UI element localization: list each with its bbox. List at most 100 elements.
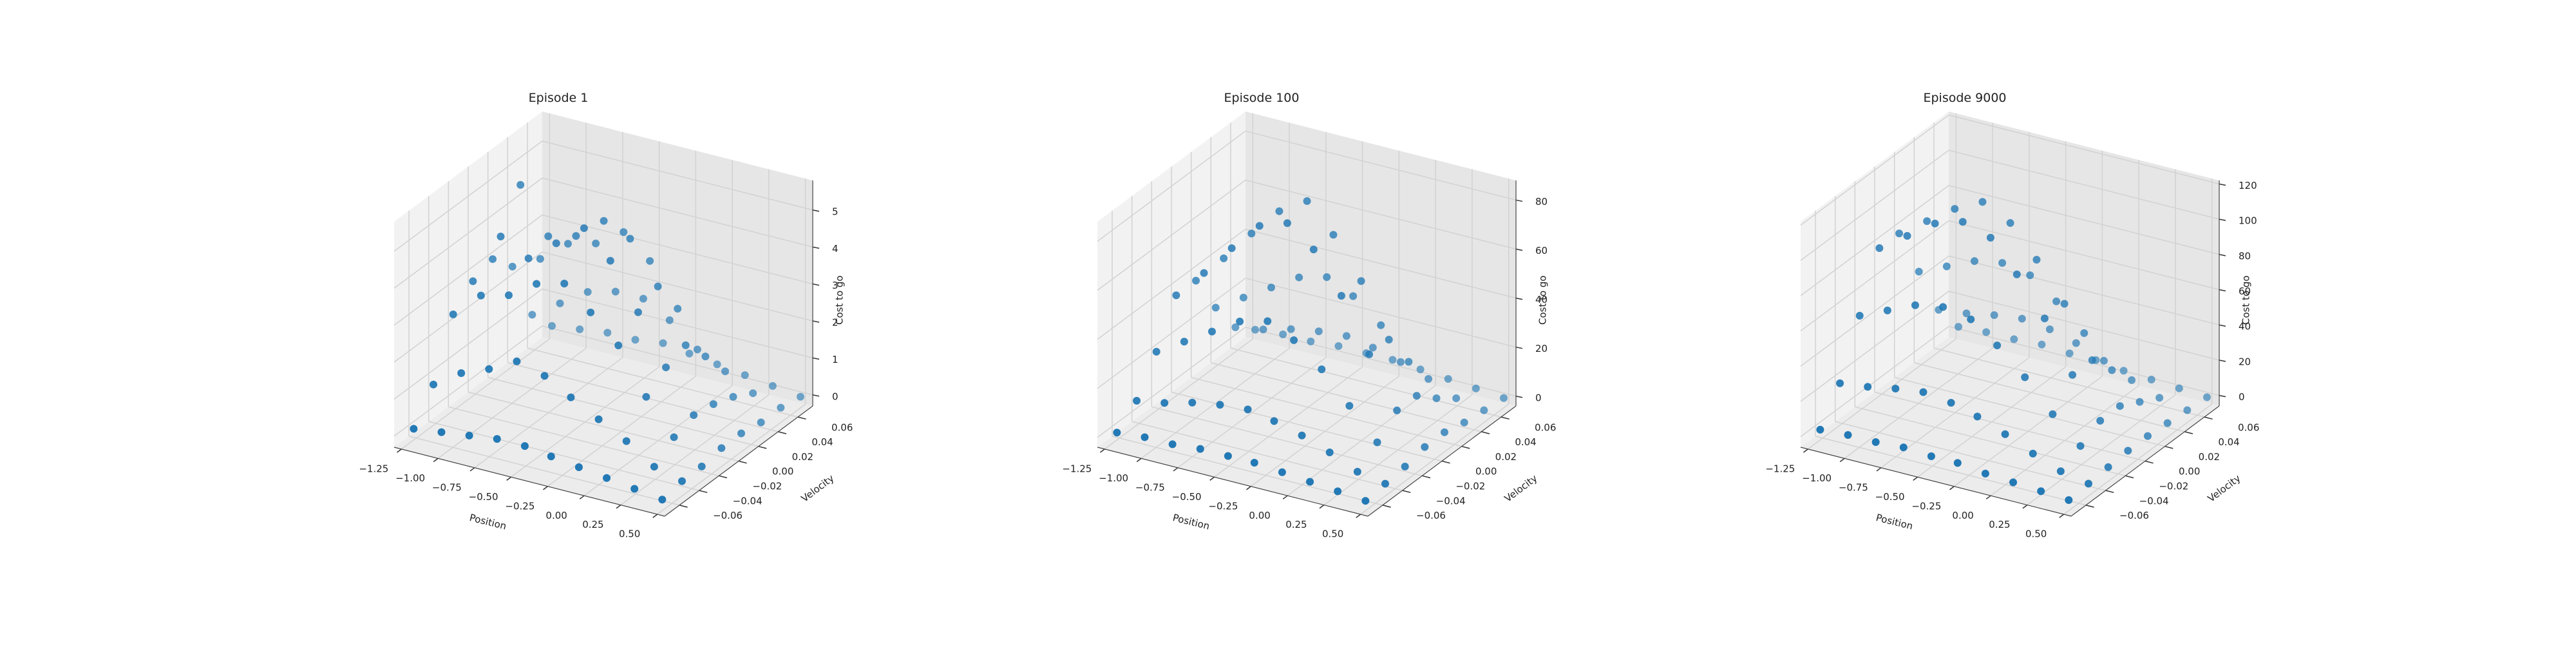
data-point <box>1287 325 1295 333</box>
back-pane <box>1949 111 2219 406</box>
y-tick-label: 0.02 <box>2199 451 2220 463</box>
data-point <box>1927 452 1935 460</box>
tick-mark <box>2219 289 2226 292</box>
tick-mark <box>1481 431 1490 434</box>
x-tick-label: 0.00 <box>545 510 567 521</box>
data-point <box>622 437 630 445</box>
data-point <box>497 233 505 241</box>
data-point <box>1283 219 1291 227</box>
data-point <box>2006 219 2014 227</box>
data-point <box>2018 314 2026 323</box>
grid-line <box>448 406 719 477</box>
data-point <box>1196 445 1204 453</box>
data-point <box>2065 496 2073 505</box>
grid-line <box>1948 114 2220 185</box>
data-point <box>508 262 516 271</box>
z-tick-label: 1 <box>832 354 838 365</box>
x-tick-label: −1.00 <box>1099 472 1128 484</box>
data-point <box>1871 438 1880 446</box>
data-point <box>524 254 533 262</box>
data-point <box>504 291 513 300</box>
data-point <box>2096 416 2105 425</box>
data-point <box>489 255 497 264</box>
grid-line <box>393 177 543 289</box>
data-point <box>1279 330 1287 338</box>
data-point <box>1244 405 1252 414</box>
data-point <box>528 311 536 319</box>
data-point <box>600 217 608 225</box>
grid-line <box>1800 114 1949 226</box>
data-point <box>1388 356 1397 364</box>
data-point <box>1911 301 1919 309</box>
data-point <box>2119 367 2128 375</box>
data-point <box>477 291 485 300</box>
data-point <box>2049 410 2057 418</box>
data-point <box>1844 430 1852 439</box>
grid-line <box>1800 291 1949 402</box>
axis-line <box>664 405 813 517</box>
grid-line <box>393 140 543 252</box>
tick-mark <box>2219 183 2226 186</box>
data-point <box>1334 487 1342 496</box>
y-axis-label: Velocity <box>1502 472 1540 505</box>
data-point <box>1951 205 1959 213</box>
grid-line <box>1800 220 1949 332</box>
data-point <box>713 360 721 369</box>
y-axis-label: Velocity <box>799 472 837 505</box>
tick-mark <box>2219 218 2226 221</box>
data-point <box>2104 463 2112 471</box>
data-point <box>548 322 556 330</box>
data-point <box>614 341 623 349</box>
z-tick-label: 20 <box>2239 356 2251 367</box>
data-point <box>1816 425 1824 434</box>
z-tick-label: 40 <box>1535 294 1548 305</box>
tick-mark <box>1985 495 1991 499</box>
z-tick-label: 100 <box>2239 215 2257 227</box>
data-point <box>2080 329 2088 337</box>
data-point <box>2202 393 2211 401</box>
tick-mark <box>2059 514 2065 518</box>
data-point <box>1227 244 1236 253</box>
y-tick-label: 0.06 <box>2238 421 2259 433</box>
grid-line <box>1097 278 1246 389</box>
z-tick-label: 2 <box>832 317 838 329</box>
data-point <box>690 411 698 420</box>
axis-line <box>2070 405 2220 517</box>
grid-line <box>1245 277 1517 348</box>
axis-line <box>1097 447 1368 517</box>
grid-line <box>1097 179 1246 291</box>
grid-line <box>1855 406 2126 477</box>
data-point <box>1923 217 1931 226</box>
data-point <box>567 393 575 401</box>
x-tick-label: 0.25 <box>1285 519 1307 530</box>
data-point <box>1981 469 1989 478</box>
data-point <box>1192 276 1200 285</box>
back-pane <box>1245 111 1516 406</box>
data-point <box>580 224 588 233</box>
data-point <box>1836 379 1844 387</box>
data-point <box>1377 321 1385 329</box>
data-point <box>1958 218 1967 226</box>
x-tick-label: −0.50 <box>469 491 498 503</box>
data-point <box>1231 323 1240 331</box>
data-point <box>1998 258 2007 267</box>
data-point <box>1425 374 1433 383</box>
y-tick-label: 0.00 <box>2179 466 2200 478</box>
data-point <box>2147 375 2155 383</box>
grid-line <box>542 140 813 211</box>
y-tick-label: 0.06 <box>1535 421 1556 433</box>
x-axis-label: Position <box>1171 512 1211 532</box>
x-tick-label: −1.00 <box>395 472 425 484</box>
data-point <box>1314 327 1323 336</box>
data-point <box>741 371 749 380</box>
z-tick-label: 80 <box>1535 196 1548 208</box>
data-point <box>2037 487 2045 496</box>
data-point <box>1251 325 1260 334</box>
data-point <box>659 339 667 347</box>
tick-mark <box>433 458 439 463</box>
grid-line <box>1230 347 1502 418</box>
data-point <box>611 287 620 296</box>
x-tick-label: −1.25 <box>359 463 388 474</box>
z-axis-label: Cost to go <box>1537 275 1549 325</box>
data-point <box>1220 254 1228 262</box>
